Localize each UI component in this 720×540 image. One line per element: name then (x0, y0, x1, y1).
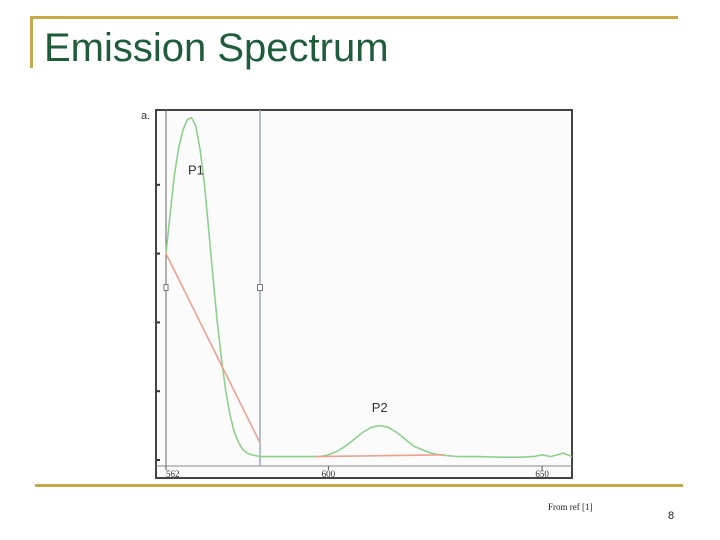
page-number: 8 (668, 510, 675, 522)
x-tick-label: 600 (322, 469, 336, 479)
x-tick-label: 562 (166, 469, 180, 479)
series-layer (165, 116, 573, 458)
slide-title: Emission Spectrum (44, 26, 389, 70)
spectrum-chart: a. 562 600 650 P1 P2 (136, 104, 580, 484)
peak-label: P1 (188, 162, 204, 177)
source-note: From ref [1] (548, 502, 593, 512)
plot-frame (155, 109, 573, 479)
spectrum-line (165, 116, 573, 458)
title-top-rule (30, 16, 678, 19)
annotation-layer: P1 P2 (188, 162, 388, 414)
cursor-handle[interactable] (257, 284, 264, 292)
p1-baseline-line (165, 253, 261, 444)
x-tick-group: 562 600 650 (165, 466, 549, 479)
x-tick-label: 650 (535, 469, 549, 479)
spectrum-chart-svg: a. 562 600 650 P1 P2 (141, 109, 573, 479)
left-axis-handle[interactable] (163, 284, 169, 292)
peak-label: P2 (372, 400, 388, 415)
footer-rule (35, 484, 683, 487)
title-left-rule (30, 16, 33, 68)
p2-baseline-line (315, 454, 444, 458)
y-tick-marks (157, 183, 160, 461)
panel-label: a. (141, 110, 150, 122)
